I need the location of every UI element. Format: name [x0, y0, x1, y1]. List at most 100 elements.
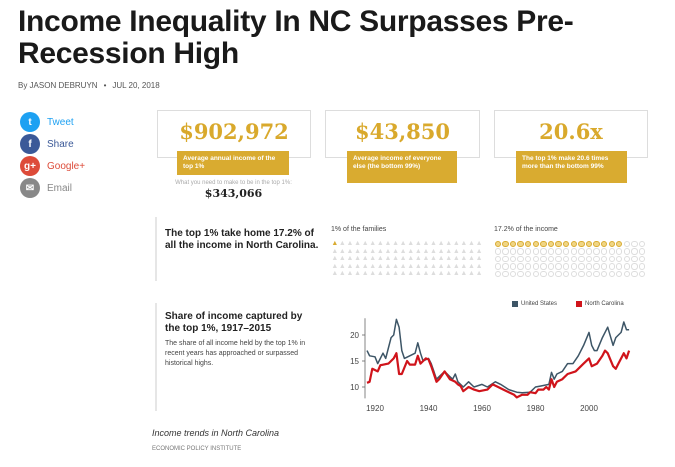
- family-icon: ▲: [414, 262, 422, 270]
- share-label: Google+: [47, 160, 86, 172]
- stat-label: The top 1% make 20.6 times more than the…: [516, 151, 627, 183]
- family-icon: ▲: [331, 247, 339, 255]
- family-icon: ▲: [369, 270, 377, 278]
- family-icon: ▲: [407, 255, 415, 263]
- legend-label: North Carolina: [585, 301, 624, 307]
- income-coin-icon: [570, 240, 577, 247]
- income-coin-icon: [502, 255, 509, 263]
- income-coin-icon: [616, 270, 623, 278]
- income-coin-icon: [547, 270, 555, 278]
- income-coin-icon: [638, 263, 646, 270]
- family-icon: ▲: [392, 255, 400, 263]
- family-icon: ▲: [399, 270, 407, 278]
- income-coin-icon: [532, 255, 539, 263]
- family-icon: ▲: [346, 262, 354, 270]
- family-icon: ▲: [468, 255, 475, 263]
- family-icon: ▲: [452, 262, 460, 270]
- family-icon: ▲: [354, 247, 362, 255]
- income-coin-icon: [616, 255, 623, 263]
- income-coin-icon: [532, 248, 539, 255]
- stat-value: 20.6x: [539, 119, 603, 144]
- family-icon: ▲: [346, 247, 354, 255]
- family-icon: ▲: [445, 255, 453, 263]
- income-coin-icon: [608, 255, 615, 263]
- income-coin-icon: [570, 263, 577, 270]
- family-icon: ▲: [369, 262, 377, 270]
- family-icon: ▲: [422, 262, 430, 270]
- family-icon: ▲: [361, 255, 369, 263]
- income-coin-icon: [509, 270, 517, 278]
- income-coin-icon: [524, 240, 532, 247]
- family-icon: ▲: [460, 255, 468, 263]
- income-coin-icon: [547, 248, 555, 255]
- income-coin-icon: [585, 270, 593, 278]
- income-coin-icon: [517, 270, 524, 278]
- threshold-value: $343,066: [204, 187, 263, 200]
- author[interactable]: By JASON DEBRUYN: [18, 81, 98, 90]
- share-google-plus-button[interactable]: g+ Google+: [20, 156, 85, 176]
- x-tick-label: 1980: [527, 404, 545, 413]
- twitter-icon: t: [20, 112, 40, 132]
- income-coin-icon: [578, 255, 585, 263]
- family-icon: ▲: [338, 240, 346, 247]
- family-icon: ▲: [407, 262, 415, 270]
- family-icon: ▲: [468, 262, 475, 270]
- family-icon: ▲: [460, 262, 468, 270]
- income-coin-icon: [638, 255, 646, 263]
- income-coin-icon: [494, 248, 501, 255]
- income-coin-icon: [540, 240, 547, 247]
- income-coin-icon: [623, 255, 631, 263]
- income-coin-icon: [616, 263, 623, 270]
- income-coin-icon: [638, 270, 646, 278]
- income-coin-icon: [502, 248, 509, 255]
- income-coin-icon: [578, 263, 585, 270]
- income-coin-icon: [502, 263, 509, 270]
- family-icon: ▲: [354, 255, 362, 263]
- divider: [155, 303, 157, 411]
- income-coin-icon: [540, 248, 547, 255]
- family-icon: ▲: [392, 247, 400, 255]
- income-coin-icon: [494, 263, 501, 270]
- series-line-united-states: [366, 318, 630, 394]
- x-tick-label: 1940: [420, 404, 438, 413]
- family-icon: ▲: [361, 262, 369, 270]
- family-icon: ▲: [369, 240, 377, 247]
- family-icon: ▲: [407, 247, 415, 255]
- income-coin-icon: [593, 248, 600, 255]
- family-icon: ▲: [376, 240, 384, 247]
- income-coin-icon: [631, 263, 638, 270]
- income-coin-icon: [494, 240, 501, 247]
- family-icon: ▲: [346, 270, 354, 278]
- income-coin-icon: [540, 263, 547, 270]
- families-pictogram: ▲ ▲ ▲ ▲ ▲ ▲ ▲ ▲ ▲ ▲ ▲ ▲ ▲ ▲ ▲ ▲ ▲ ▲ ▲ ▲ ▲ ▲ ▲ ▲ ▲ ▲ ▲ ▲ ▲ ▲ ▲ ▲ ▲ ▲ ▲ ▲ ▲ ▲ ▲ ▲…: [331, 240, 483, 278]
- chart-description: The share of all income held by the top …: [165, 340, 306, 367]
- legend-swatch: [512, 301, 518, 307]
- income-coin-icon: [578, 240, 585, 247]
- income-coin-icon: [532, 270, 539, 278]
- family-icon: ▲: [437, 240, 445, 247]
- figure-caption: Income trends in North Carolina: [152, 428, 280, 438]
- income-coin-icon: [578, 248, 585, 255]
- stat-box-top1: $902,972: [157, 110, 311, 158]
- legend-nc: North Carolina: [576, 301, 624, 307]
- family-icon: ▲: [475, 255, 483, 263]
- income-coin-icon: [623, 240, 631, 247]
- google-plus-icon: g+: [20, 156, 40, 176]
- income-coin-icon: [524, 270, 532, 278]
- income-coin-icon: [517, 263, 524, 270]
- family-icon: ▲: [430, 255, 437, 263]
- share-tweet-button[interactable]: t Tweet: [20, 112, 74, 132]
- stat-label: Average annual income of the top 1%: [177, 151, 289, 175]
- income-coin-icon: [600, 240, 608, 247]
- family-icon: ▲: [475, 247, 483, 255]
- threshold-label: What you need to make to be in the top 1…: [175, 180, 292, 186]
- family-icon: ▲: [422, 240, 430, 247]
- stat-value: $43,850: [355, 119, 450, 144]
- income-coin-icon: [593, 240, 600, 247]
- income-coin-icon: [631, 270, 638, 278]
- family-icon: ▲: [392, 270, 400, 278]
- share-email-button[interactable]: ✉ Email: [20, 178, 72, 198]
- income-coin-icon: [600, 270, 608, 278]
- share-share-button[interactable]: f Share: [20, 134, 74, 154]
